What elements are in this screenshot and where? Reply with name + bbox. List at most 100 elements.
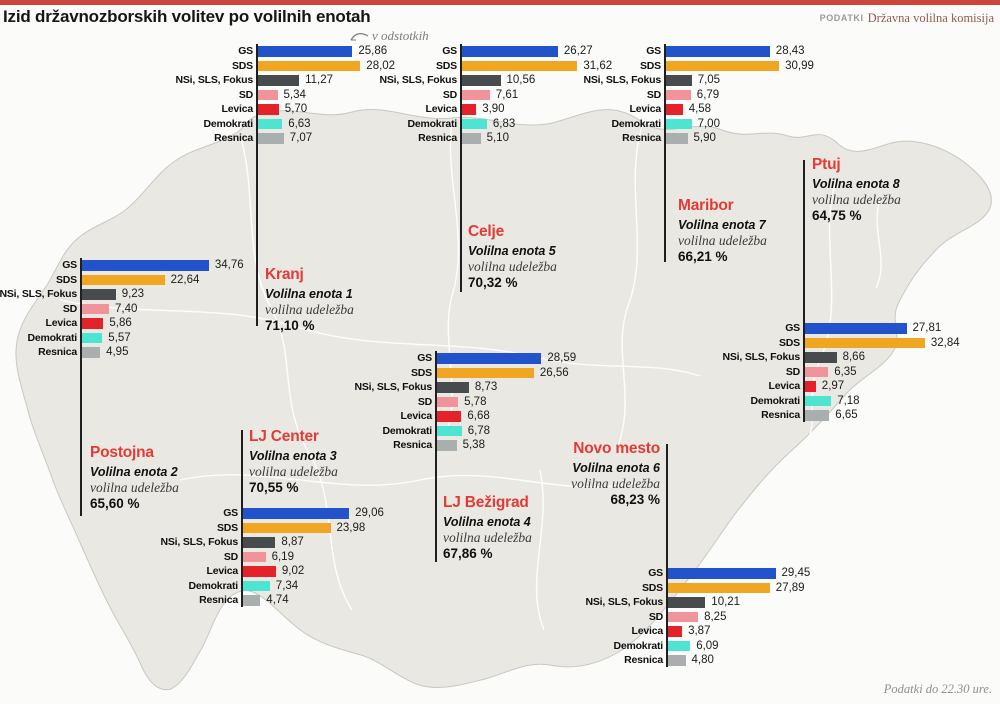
turnout-label: volilna udeležba: [249, 463, 338, 479]
bar-sds: [805, 337, 925, 348]
party-label: NSi, SLS, Fokus: [0, 288, 77, 301]
bar-value: 7,61: [495, 88, 519, 101]
party-label: Demokrati: [27, 331, 77, 344]
city-name: Maribor: [678, 197, 734, 214]
label-celje: Celje Volilna enota 5 volilna udeležba 7…: [468, 223, 557, 291]
bar-value: 7,40: [115, 302, 138, 315]
connector-line-postojna: [80, 258, 82, 516]
bar-row: Demokrati 6,63: [141, 117, 453, 132]
bar-value: 6,35: [834, 365, 857, 378]
bar-row: Demokrati 6,83: [345, 117, 657, 132]
bar-sd: [82, 303, 109, 314]
party-label: NSi, SLS, Fokus: [175, 74, 253, 87]
party-label: Demokrati: [750, 394, 800, 407]
bar-value: 29,45: [781, 567, 811, 580]
party-label: Demokrati: [611, 117, 661, 130]
chart-maribor: GS 28,43 SDS 30,99 NSi, SLS, Fokus 7,05 SD 6,79…: [549, 44, 861, 146]
bar-row: NSi, SLS, Fokus 10,56: [345, 73, 657, 88]
bar-row: Levica 3,90: [345, 102, 657, 117]
bar-value: 5,86: [109, 317, 132, 330]
bar-resnica: [805, 410, 830, 421]
bar-row: SDS 22,64: [0, 273, 277, 288]
party-label: SDS: [56, 273, 77, 286]
party-label: Resnica: [761, 409, 800, 422]
bar-sds: [243, 522, 331, 533]
party-label: Resnica: [624, 654, 663, 667]
unit-name: Volilna enota 2: [90, 464, 178, 479]
city-name: Postojna: [90, 444, 154, 461]
footer-note: Podatki do 22.30 ure.: [883, 682, 992, 696]
party-label: NSi, SLS, Fokus: [585, 596, 663, 609]
bar-row: SDS 30,99: [549, 59, 861, 74]
party-label: NSi, SLS, Fokus: [583, 74, 661, 87]
turnout-value: 68,23 %: [610, 491, 660, 507]
bar-levica: [666, 104, 683, 115]
chart-kranj: GS 25,86 SDS 28,02 NSi, SLS, Fokus 11,27 SD 5,3…: [141, 44, 453, 146]
bar-value: 8,87: [281, 536, 304, 549]
turnout-label: volilna udeležba: [468, 258, 557, 274]
bar-levica: [805, 381, 816, 392]
page-title: Izid državnozborskih volitev po volilnih…: [3, 7, 371, 26]
bar-row: SDS 31,62: [345, 59, 657, 74]
bar-gs: [462, 46, 558, 57]
bar-value: 4,74: [266, 594, 289, 607]
bar-row: Resnica 4,74: [126, 593, 438, 608]
unit-name: Volilna enota 8: [812, 176, 900, 191]
bar-nsi-sls-fokus: [805, 352, 837, 363]
connector-line-lj-bezigrad: [435, 351, 437, 562]
chart-celje: GS 26,27 SDS 31,62 NSi, SLS, Fokus 10,56 SD 7,6…: [345, 44, 657, 146]
label-kranj: Kranj Volilna enota 1 volilna udeležba 7…: [265, 266, 354, 334]
unit-name: Volilna enota 5: [468, 243, 556, 258]
bar-resnica: [666, 133, 688, 144]
unit-name: Volilna enota 6: [572, 460, 660, 475]
bar-value: 9,02: [281, 565, 305, 578]
bar-row: Resnica 5,10: [345, 131, 657, 146]
bar-row: Levica 2,97: [688, 379, 1000, 394]
bar-row: Demokrati 7,00: [549, 117, 861, 132]
bar-row: SDS 27,89: [551, 581, 863, 596]
bar-demokrati: [243, 580, 270, 591]
party-label: GS: [646, 45, 661, 58]
bar-value: 9,23: [121, 288, 145, 301]
party-label: SD: [238, 88, 253, 101]
bar-value: 28,59: [547, 352, 577, 365]
bar-value: 2,97: [821, 380, 845, 393]
bar-row: Demokrati 5,57: [0, 331, 277, 346]
bar-value: 5,70: [284, 103, 308, 116]
bar-demokrati: [258, 118, 283, 129]
turnout-label: volilna udeležba: [812, 191, 901, 207]
bar-row: SD 6,35: [688, 365, 1000, 380]
bar-sd: [437, 396, 459, 407]
bar-gs: [243, 508, 350, 519]
bar-value: 4,58: [688, 103, 712, 116]
bar-levica: [668, 626, 683, 637]
bar-demokrati: [437, 425, 462, 436]
bar-row: NSi, SLS, Fokus 11,27: [141, 73, 453, 88]
party-label: GS: [417, 352, 432, 365]
bar-gs: [668, 568, 776, 579]
bar-value: 29,06: [355, 507, 384, 520]
unit-name: Volilna enota 1: [265, 286, 353, 301]
party-label: Resnica: [38, 346, 77, 359]
bar-value: 6,63: [288, 117, 311, 130]
chart-novo-mesto: GS 29,45 SDS 27,89 NSi, SLS, Fokus 10,21 SD 8,2…: [551, 566, 863, 668]
bar-row: Levica 4,58: [549, 102, 861, 117]
bar-row: GS 29,06: [126, 506, 438, 521]
party-label: SDS: [779, 336, 800, 349]
bar-sd: [258, 89, 278, 100]
bar-gs: [258, 46, 353, 57]
bar-sd: [805, 366, 829, 377]
bar-value: 26,27: [563, 45, 593, 58]
bar-resnica: [82, 347, 101, 358]
source-name: Državna volilna komisija: [867, 11, 994, 25]
party-label: SDS: [411, 366, 432, 379]
bar-row: SD 5,34: [141, 88, 453, 103]
party-label: SDS: [640, 59, 661, 72]
bar-sds: [258, 60, 361, 71]
party-label: SD: [62, 302, 77, 315]
party-label: SD: [785, 365, 800, 378]
bar-value: 23,98: [336, 521, 366, 534]
unit-annotation: v odstotkih: [348, 28, 429, 44]
party-label: NSi, SLS, Fokus: [354, 381, 432, 394]
party-label: Resnica: [393, 439, 432, 452]
